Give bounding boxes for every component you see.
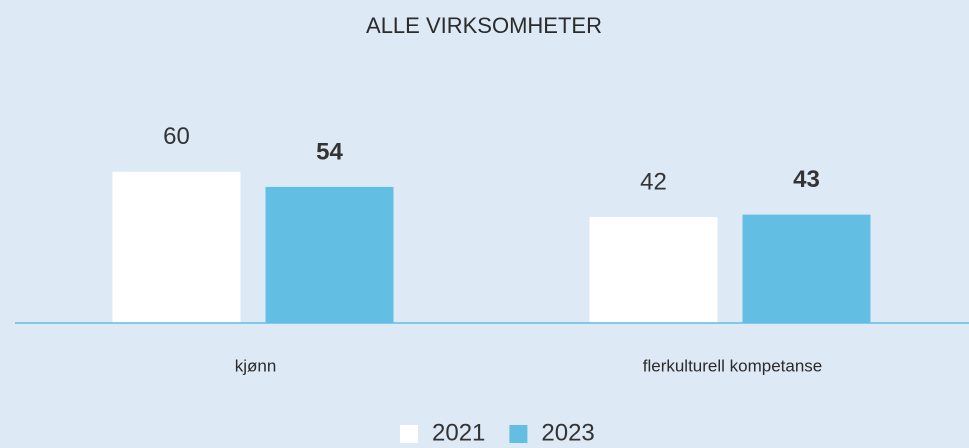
x-tick-label: flerkulturell kompetanse [643,356,823,375]
value-label: 43 [793,166,820,193]
bar [589,217,718,323]
legend-label: 2021 [432,419,485,446]
x-tick-label: kjønn [235,356,277,375]
value-label: 42 [640,169,667,196]
legend-label: 2023 [541,419,594,446]
legend-swatch [509,425,528,443]
bar [265,186,394,323]
value-label: 54 [316,138,343,165]
bar [742,214,871,323]
chart-title: ALLE VIRKSOMHETER [366,13,602,38]
bar [112,171,241,323]
value-label: 60 [163,123,190,150]
legend-swatch [400,425,418,443]
